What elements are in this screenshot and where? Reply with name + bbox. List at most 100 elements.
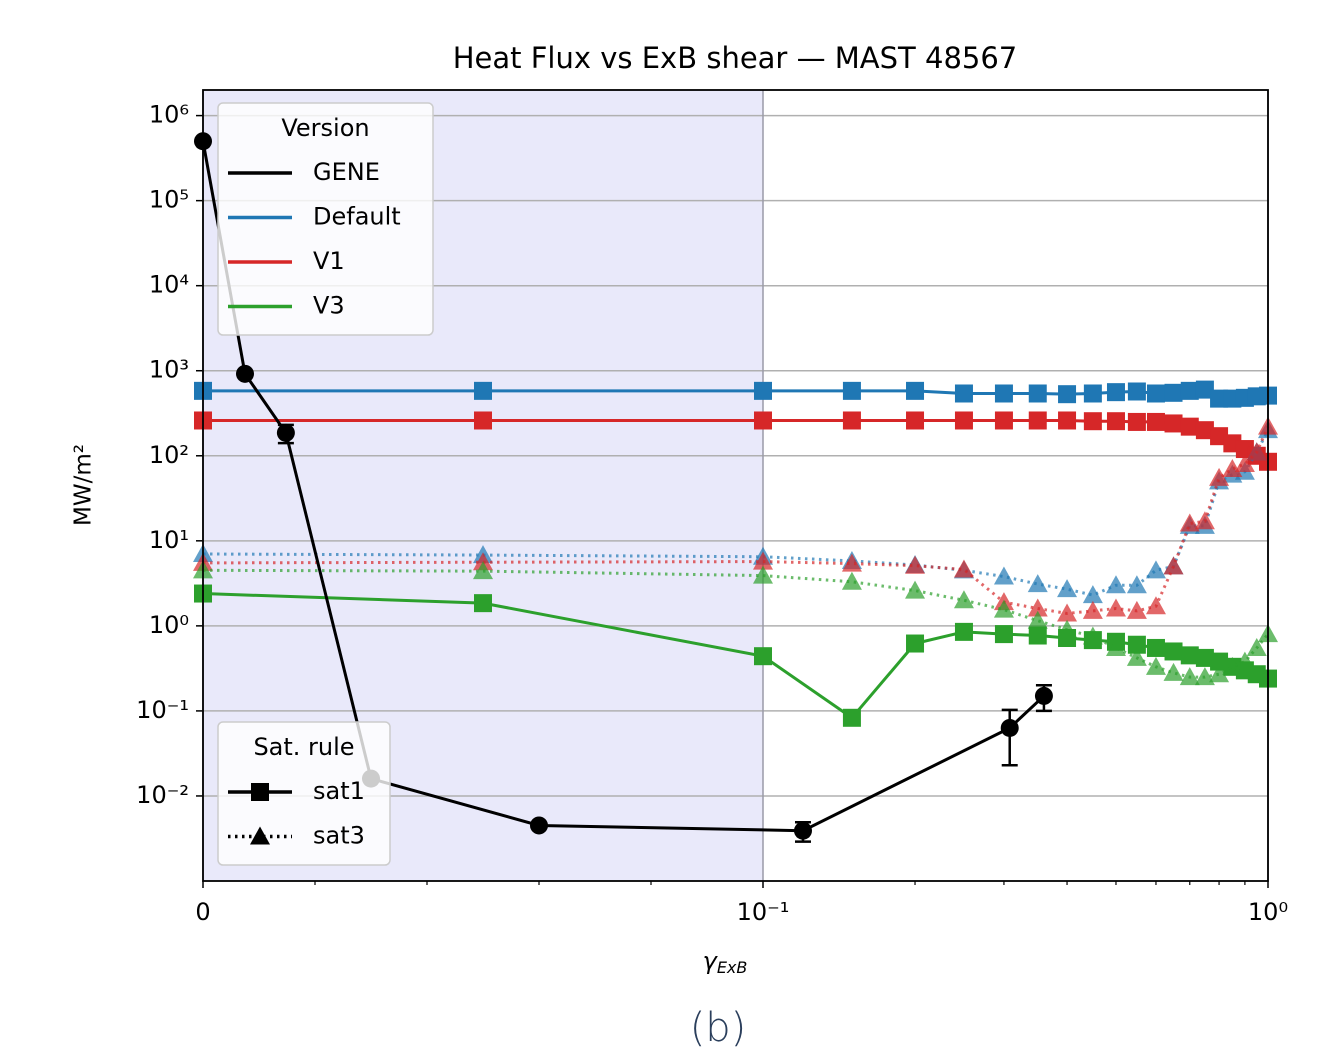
square-marker	[1127, 412, 1146, 431]
y-tick-label: 10⁶	[149, 101, 189, 129]
x-tick-label: 0	[195, 898, 210, 926]
square-marker	[994, 625, 1013, 644]
triangle-marker	[1057, 579, 1078, 598]
triangle-marker	[953, 590, 974, 609]
y-tick-label: 10⁻¹	[136, 696, 189, 724]
triangle-marker	[753, 551, 773, 570]
triangle-marker	[1082, 600, 1103, 619]
square-marker	[1180, 417, 1199, 436]
square-marker	[954, 622, 973, 641]
y-tick-label: 10³	[149, 356, 189, 384]
square-marker	[906, 634, 925, 653]
triangle-marker	[1105, 598, 1126, 617]
x-axis-symbol: γ	[703, 947, 719, 975]
legend-title: Version	[281, 114, 369, 142]
square-marker	[1164, 642, 1183, 661]
circle-marker	[530, 816, 548, 835]
y-axis-label: MW/m²	[71, 444, 97, 526]
square-marker	[1083, 412, 1102, 431]
triangle-marker	[473, 561, 493, 580]
x-tick-label: 10⁰	[1248, 898, 1288, 926]
triangle-marker	[1194, 667, 1215, 686]
square-marker	[1195, 421, 1214, 440]
square-marker	[1058, 411, 1077, 430]
triangle-marker	[1163, 556, 1184, 575]
legend-label: V3	[313, 292, 345, 320]
square-marker	[754, 647, 772, 666]
square-marker	[1164, 383, 1183, 402]
triangle-marker	[993, 566, 1014, 585]
square-marker	[906, 381, 925, 400]
triangle-marker	[841, 571, 862, 590]
square-marker	[1028, 411, 1047, 430]
square-marker	[842, 411, 861, 430]
triangle-marker	[1209, 467, 1230, 486]
legend-label: V1	[313, 247, 345, 275]
square-marker	[1058, 385, 1077, 404]
square-marker	[906, 411, 925, 430]
triangle-marker	[1126, 600, 1147, 619]
triangle-marker	[1057, 603, 1078, 622]
y-tick-label: 10²	[149, 441, 189, 469]
triangle-marker	[1234, 651, 1255, 670]
square-marker	[251, 783, 269, 801]
triangle-marker	[1246, 637, 1267, 656]
triangle-marker	[1057, 619, 1078, 638]
square-marker	[474, 594, 492, 613]
triangle-marker	[905, 555, 926, 574]
x-axis-label: γExB	[703, 947, 748, 977]
triangle-marker	[993, 599, 1014, 618]
triangle-marker	[841, 553, 862, 572]
y-tick-label: 10⁰	[149, 611, 189, 639]
gene-line	[201, 140, 1045, 833]
triangle-marker	[1082, 626, 1103, 645]
triangle-marker	[753, 565, 773, 584]
triangle-marker	[1145, 656, 1166, 675]
chart-title: Heat Flux vs ExB shear — MAST 48567	[453, 41, 1018, 75]
square-marker	[842, 708, 861, 727]
square-marker	[954, 384, 973, 403]
legend-box	[217, 102, 434, 336]
square-marker	[954, 411, 973, 430]
legend-label: sat1	[313, 777, 365, 805]
square-marker	[1083, 384, 1102, 403]
square-marker	[474, 411, 492, 430]
circle-marker	[276, 423, 295, 442]
square-marker	[1180, 646, 1199, 665]
y-tick-label: 10⁵	[149, 186, 189, 214]
triangle-marker	[1179, 513, 1200, 532]
circle-marker	[1000, 718, 1019, 737]
triangle-marker	[1163, 662, 1184, 681]
square-marker	[842, 381, 861, 400]
triangle-marker	[250, 826, 270, 845]
triangle-marker	[1027, 610, 1048, 629]
square-marker	[1180, 381, 1199, 400]
square-marker	[1106, 383, 1125, 402]
square-marker	[994, 384, 1013, 403]
triangle-marker	[1145, 560, 1166, 579]
triangle-marker	[1027, 598, 1048, 617]
circle-marker	[236, 364, 254, 383]
caption: (b)	[690, 1005, 747, 1051]
legend-title: Sat. rule	[253, 733, 354, 761]
triangle-marker	[1126, 647, 1147, 666]
triangle-marker	[1246, 442, 1267, 461]
circle-marker	[793, 821, 812, 840]
square-marker	[754, 381, 772, 400]
triangle-marker	[1126, 575, 1147, 594]
triangle-marker	[1082, 585, 1103, 604]
triangle-marker	[905, 580, 926, 599]
triangle-marker	[1222, 458, 1243, 477]
plot-frame	[202, 89, 1269, 882]
triangle-marker	[1145, 596, 1166, 615]
square-marker	[754, 411, 772, 430]
square-marker	[1195, 380, 1214, 399]
triangle-marker	[1222, 656, 1243, 675]
y-tick-label: 10⁻²	[136, 781, 189, 809]
triangle-marker	[1105, 575, 1126, 594]
legend-label: sat3	[313, 822, 365, 850]
triangle-marker	[953, 559, 974, 578]
square-marker	[1146, 638, 1165, 657]
